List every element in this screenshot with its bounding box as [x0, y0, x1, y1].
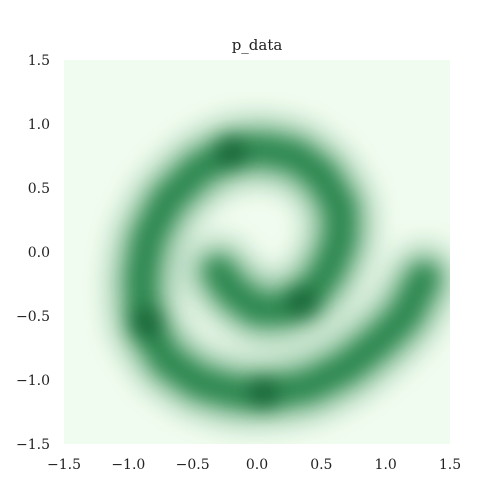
x-tick-label: 0.0 [246, 457, 268, 473]
plot-area [64, 60, 450, 444]
density-peak [132, 306, 164, 338]
y-tick-label: −0.5 [16, 309, 50, 325]
y-tick-label: 0.0 [28, 245, 50, 261]
y-tick-label: −1.5 [16, 437, 50, 453]
x-tick-label: 1.0 [375, 457, 397, 473]
x-tick-label: 1.5 [439, 457, 461, 473]
x-tick-label: −1.0 [111, 457, 145, 473]
y-tick-label: 1.5 [28, 53, 50, 69]
x-tick-label: −1.5 [47, 457, 81, 473]
x-axis-tick-labels: −1.5 −1.0 −0.5 0.0 0.5 1.0 1.5 [47, 457, 461, 473]
x-tick-label: −0.5 [176, 457, 210, 473]
y-tick-label: 0.5 [28, 181, 50, 197]
density-peak [247, 377, 279, 409]
y-axis-tick-labels: 1.5 1.0 0.5 0.0 −0.5 −1.0 −1.5 [16, 53, 50, 453]
density-peak [286, 287, 318, 319]
density-peak [215, 136, 247, 168]
chart-title: p_data [232, 36, 283, 54]
y-tick-label: 1.0 [28, 117, 50, 133]
x-tick-label: 0.5 [310, 457, 332, 473]
y-tick-label: −1.0 [16, 373, 50, 389]
